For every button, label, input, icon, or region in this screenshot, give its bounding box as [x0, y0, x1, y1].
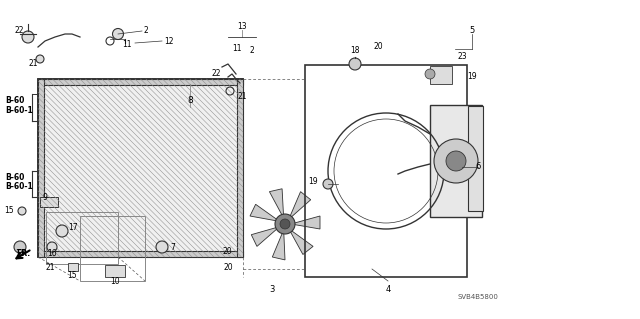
- Text: 22: 22: [14, 26, 24, 35]
- Text: 15: 15: [4, 206, 14, 216]
- Text: 3: 3: [269, 285, 275, 293]
- Bar: [430, 66, 452, 84]
- Text: 2: 2: [144, 26, 148, 35]
- Circle shape: [323, 179, 333, 189]
- Circle shape: [56, 225, 68, 237]
- Circle shape: [280, 219, 290, 229]
- Bar: [40, 197, 58, 207]
- Bar: [237, 79, 243, 257]
- Text: 14: 14: [15, 249, 25, 258]
- Text: SVB4B5800: SVB4B5800: [458, 294, 499, 300]
- Polygon shape: [273, 230, 285, 260]
- Text: 5: 5: [469, 26, 475, 35]
- Circle shape: [275, 214, 295, 234]
- Text: 17: 17: [68, 222, 77, 232]
- Text: 11: 11: [232, 44, 241, 54]
- Text: 21: 21: [238, 93, 248, 101]
- Circle shape: [113, 28, 124, 40]
- Circle shape: [425, 69, 435, 79]
- Text: 21: 21: [45, 263, 55, 271]
- Text: 6: 6: [476, 162, 481, 172]
- Circle shape: [156, 241, 168, 253]
- Text: 7: 7: [170, 242, 175, 251]
- Text: B-60-1: B-60-1: [5, 107, 33, 115]
- Bar: [38, 79, 243, 257]
- Bar: [68, 263, 78, 271]
- Polygon shape: [289, 192, 311, 219]
- Text: 20: 20: [222, 247, 232, 256]
- Polygon shape: [289, 229, 313, 255]
- Text: B-60: B-60: [5, 97, 24, 106]
- Circle shape: [446, 151, 466, 171]
- Text: 11: 11: [122, 41, 131, 49]
- Text: FR.: FR.: [16, 249, 30, 257]
- Bar: [80, 216, 145, 281]
- Bar: [468, 106, 483, 211]
- Bar: [38, 79, 243, 85]
- Text: 8: 8: [187, 97, 193, 106]
- Text: B-60: B-60: [5, 173, 24, 182]
- Bar: [38, 251, 243, 257]
- Polygon shape: [269, 189, 284, 218]
- Text: 18: 18: [350, 47, 360, 56]
- Text: 10: 10: [110, 277, 120, 286]
- Bar: [38, 79, 44, 257]
- Text: 20: 20: [223, 263, 233, 271]
- Text: 12: 12: [164, 38, 173, 47]
- Circle shape: [434, 139, 478, 183]
- Text: 4: 4: [385, 285, 390, 293]
- Circle shape: [349, 58, 361, 70]
- Text: 23: 23: [457, 53, 467, 62]
- Text: 22: 22: [212, 70, 221, 78]
- Polygon shape: [250, 204, 280, 221]
- Polygon shape: [252, 226, 280, 246]
- Text: 15: 15: [67, 271, 77, 279]
- Bar: [38, 79, 243, 257]
- Text: 2: 2: [250, 47, 255, 56]
- Bar: [305, 65, 467, 277]
- Circle shape: [47, 242, 57, 252]
- Text: 13: 13: [237, 23, 247, 32]
- Text: 19: 19: [467, 72, 477, 81]
- Text: 16: 16: [47, 249, 57, 258]
- Text: 21: 21: [28, 60, 38, 69]
- Polygon shape: [291, 216, 320, 229]
- Bar: [105, 265, 125, 277]
- Text: 9: 9: [43, 192, 47, 202]
- Circle shape: [22, 31, 34, 43]
- Text: 20: 20: [373, 42, 383, 51]
- Circle shape: [18, 207, 26, 215]
- Text: 19: 19: [308, 176, 318, 186]
- Text: B-60-1: B-60-1: [5, 182, 33, 191]
- Bar: [46, 212, 118, 264]
- Circle shape: [36, 55, 44, 63]
- Circle shape: [14, 241, 26, 253]
- Bar: [430, 105, 482, 217]
